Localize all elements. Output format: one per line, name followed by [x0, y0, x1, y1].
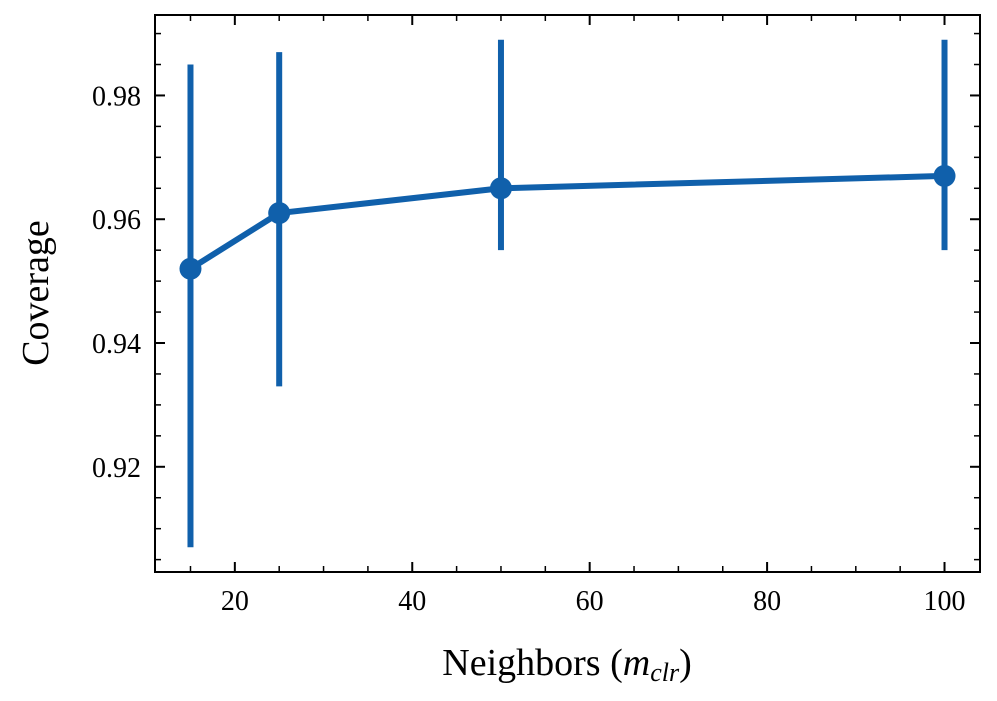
- y-tick-label: 0.94: [92, 329, 141, 360]
- x-tick-label: 80: [753, 586, 781, 617]
- plot-frame: [154, 14, 981, 573]
- x-tick-label: 40: [398, 586, 426, 617]
- x-tick-label: 60: [576, 586, 604, 617]
- y-tick-label: 0.98: [92, 81, 141, 112]
- x-tick-label: 20: [221, 586, 249, 617]
- error-bars: [187, 39, 948, 548]
- y-tick-label: 0.92: [92, 453, 141, 484]
- data-point: [933, 164, 956, 187]
- x-axis-label-symbol: m: [623, 642, 650, 684]
- x-tick-label: 100: [924, 586, 966, 617]
- data-points: [179, 164, 956, 280]
- data-point: [268, 202, 291, 225]
- data-point: [489, 177, 512, 200]
- tick-labels: 20 40 60 80 100 0.92 0.94 0.96 0.98: [92, 81, 966, 617]
- x-axis-label: Neighbors (mclr): [442, 642, 691, 687]
- y-tick-label: 0.96: [92, 205, 141, 236]
- x-axis-label-close: ): [679, 642, 692, 684]
- series-path: [188, 172, 945, 272]
- x-axis-label-text: Neighbors (: [442, 642, 622, 684]
- x-axis-label-subscript: clr: [650, 658, 680, 687]
- data-point: [179, 257, 202, 280]
- series-line: [188, 172, 945, 272]
- y-axis-label: Coverage: [15, 220, 57, 366]
